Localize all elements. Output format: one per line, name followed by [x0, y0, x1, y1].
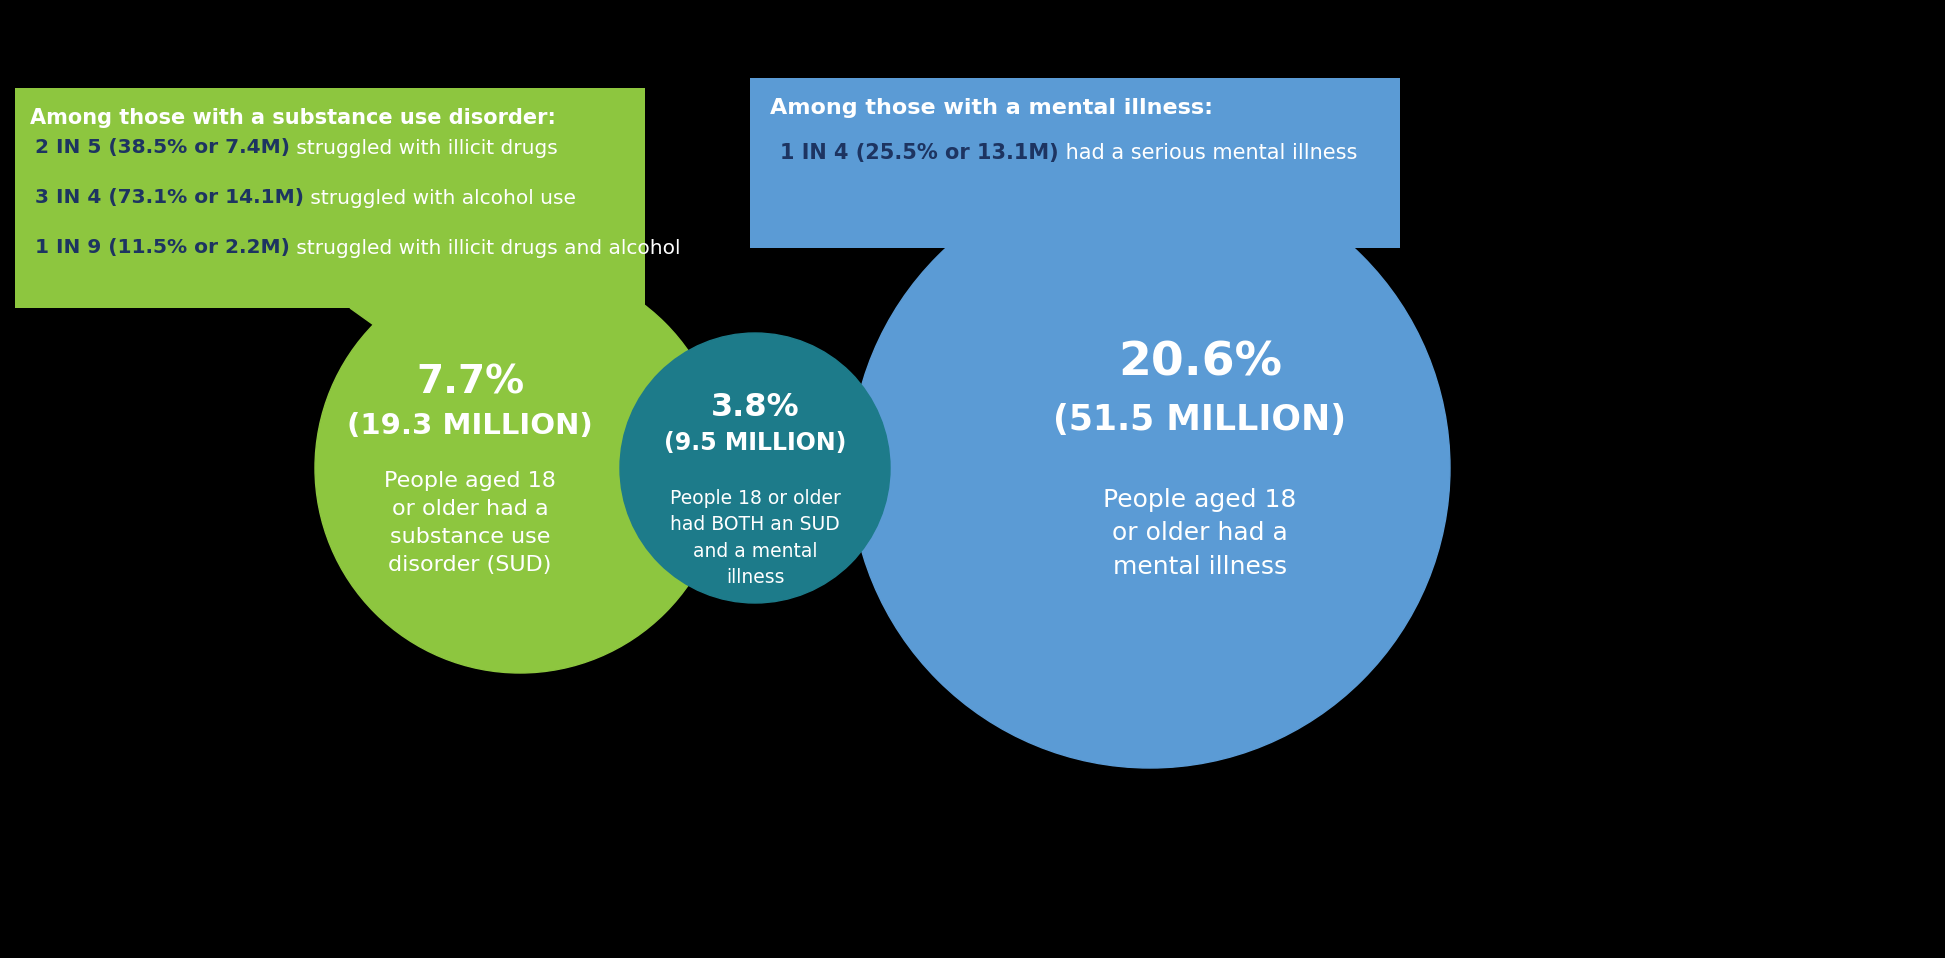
Circle shape [620, 333, 891, 603]
Text: (51.5 MILLION): (51.5 MILLION) [1054, 403, 1346, 437]
Polygon shape [1000, 248, 1101, 298]
Text: 1 IN 9 (11.5% or 2.2M): 1 IN 9 (11.5% or 2.2M) [35, 239, 290, 258]
Text: 3.8%: 3.8% [710, 393, 799, 423]
Text: (9.5 MILLION): (9.5 MILLION) [663, 431, 846, 455]
FancyBboxPatch shape [751, 78, 1400, 248]
Text: struggled with illicit drugs: struggled with illicit drugs [290, 139, 558, 157]
Text: struggled with illicit drugs and alcohol: struggled with illicit drugs and alcohol [290, 239, 681, 258]
Text: 1 IN 4 (25.5% or 13.1M): 1 IN 4 (25.5% or 13.1M) [780, 143, 1058, 163]
Text: Among those with a mental illness:: Among those with a mental illness: [770, 98, 1214, 118]
Text: People aged 18
or older had a
substance use
disorder (SUD): People aged 18 or older had a substance … [383, 471, 556, 575]
Text: had a serious mental illness: had a serious mental illness [1058, 143, 1358, 163]
Text: 20.6%: 20.6% [1118, 340, 1282, 385]
Text: Among those with a substance use disorder:: Among those with a substance use disorde… [29, 108, 556, 128]
Text: People aged 18
or older had a
mental illness: People aged 18 or older had a mental ill… [1103, 488, 1297, 579]
Text: People 18 or older
had BOTH an SUD
and a mental
illness: People 18 or older had BOTH an SUD and a… [669, 489, 840, 587]
Circle shape [315, 263, 725, 673]
Text: 3 IN 4 (73.1% or 14.1M): 3 IN 4 (73.1% or 14.1M) [35, 189, 303, 208]
Text: 2 IN 5 (38.5% or 7.4M): 2 IN 5 (38.5% or 7.4M) [35, 139, 290, 157]
Text: 7.7%: 7.7% [416, 364, 523, 402]
Circle shape [850, 168, 1451, 768]
Text: struggled with alcohol use: struggled with alcohol use [303, 189, 576, 208]
Polygon shape [350, 308, 490, 358]
FancyBboxPatch shape [16, 88, 646, 308]
Text: (19.3 MILLION): (19.3 MILLION) [346, 412, 593, 440]
